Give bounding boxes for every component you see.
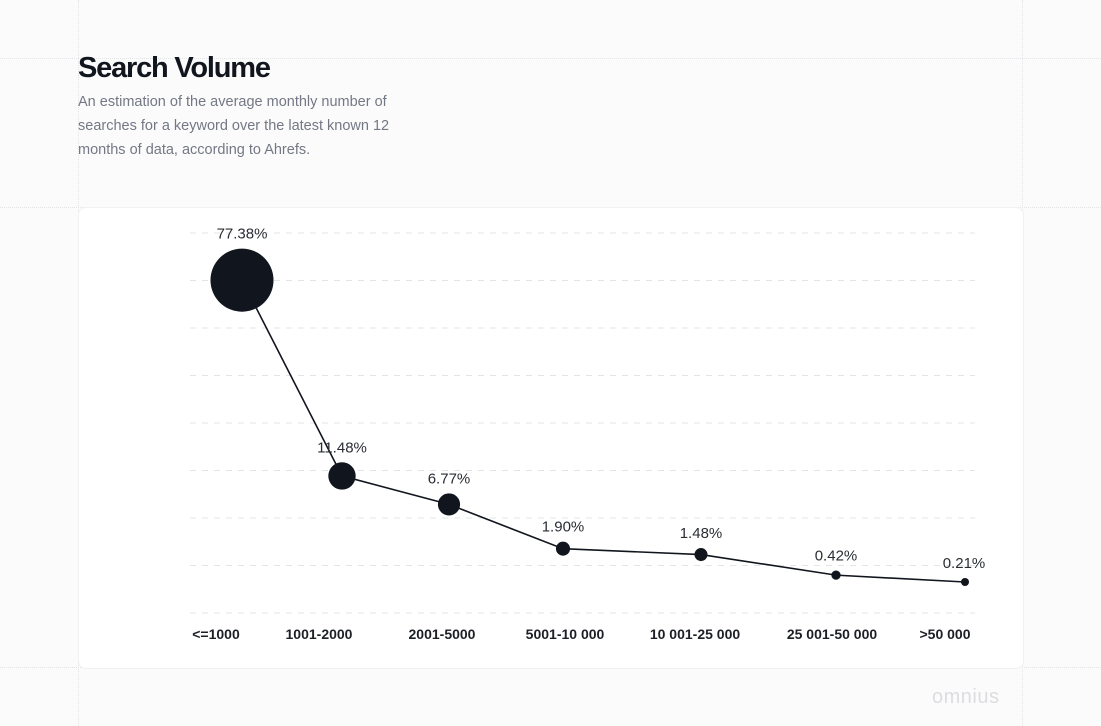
data-label: 77.38% — [217, 226, 268, 243]
brand-logo: omnius — [932, 686, 1000, 708]
data-label: 1.48% — [680, 525, 723, 542]
series-line — [241, 279, 966, 583]
x-tick-label: 25 001-50 000 — [787, 626, 878, 642]
x-tick-label: 5001-10 000 — [526, 626, 605, 642]
x-tick-label: >50 000 — [920, 626, 971, 642]
x-tick-label: 1001-2000 — [286, 626, 353, 642]
data-label: 6.77% — [428, 470, 471, 487]
data-point — [555, 541, 571, 556]
data-label: 0.21% — [943, 555, 986, 572]
data-label: 0.42% — [815, 548, 858, 565]
x-tick-label: 2001-5000 — [409, 626, 476, 642]
data-point — [960, 577, 970, 587]
data-point — [437, 493, 461, 516]
data-label: 1.90% — [542, 519, 585, 536]
data-point — [328, 462, 356, 490]
data-point — [831, 570, 841, 580]
x-tick-label: <=1000 — [192, 626, 240, 642]
guide-line — [0, 58, 1101, 59]
data-point — [694, 548, 708, 562]
data-point — [210, 248, 274, 312]
page-subtitle: An estimation of the average monthly num… — [78, 94, 390, 158]
x-tick-label: 10 001-25 000 — [650, 626, 741, 642]
page-title: Search Volume — [78, 52, 271, 84]
data-label: 11.48% — [317, 439, 367, 456]
